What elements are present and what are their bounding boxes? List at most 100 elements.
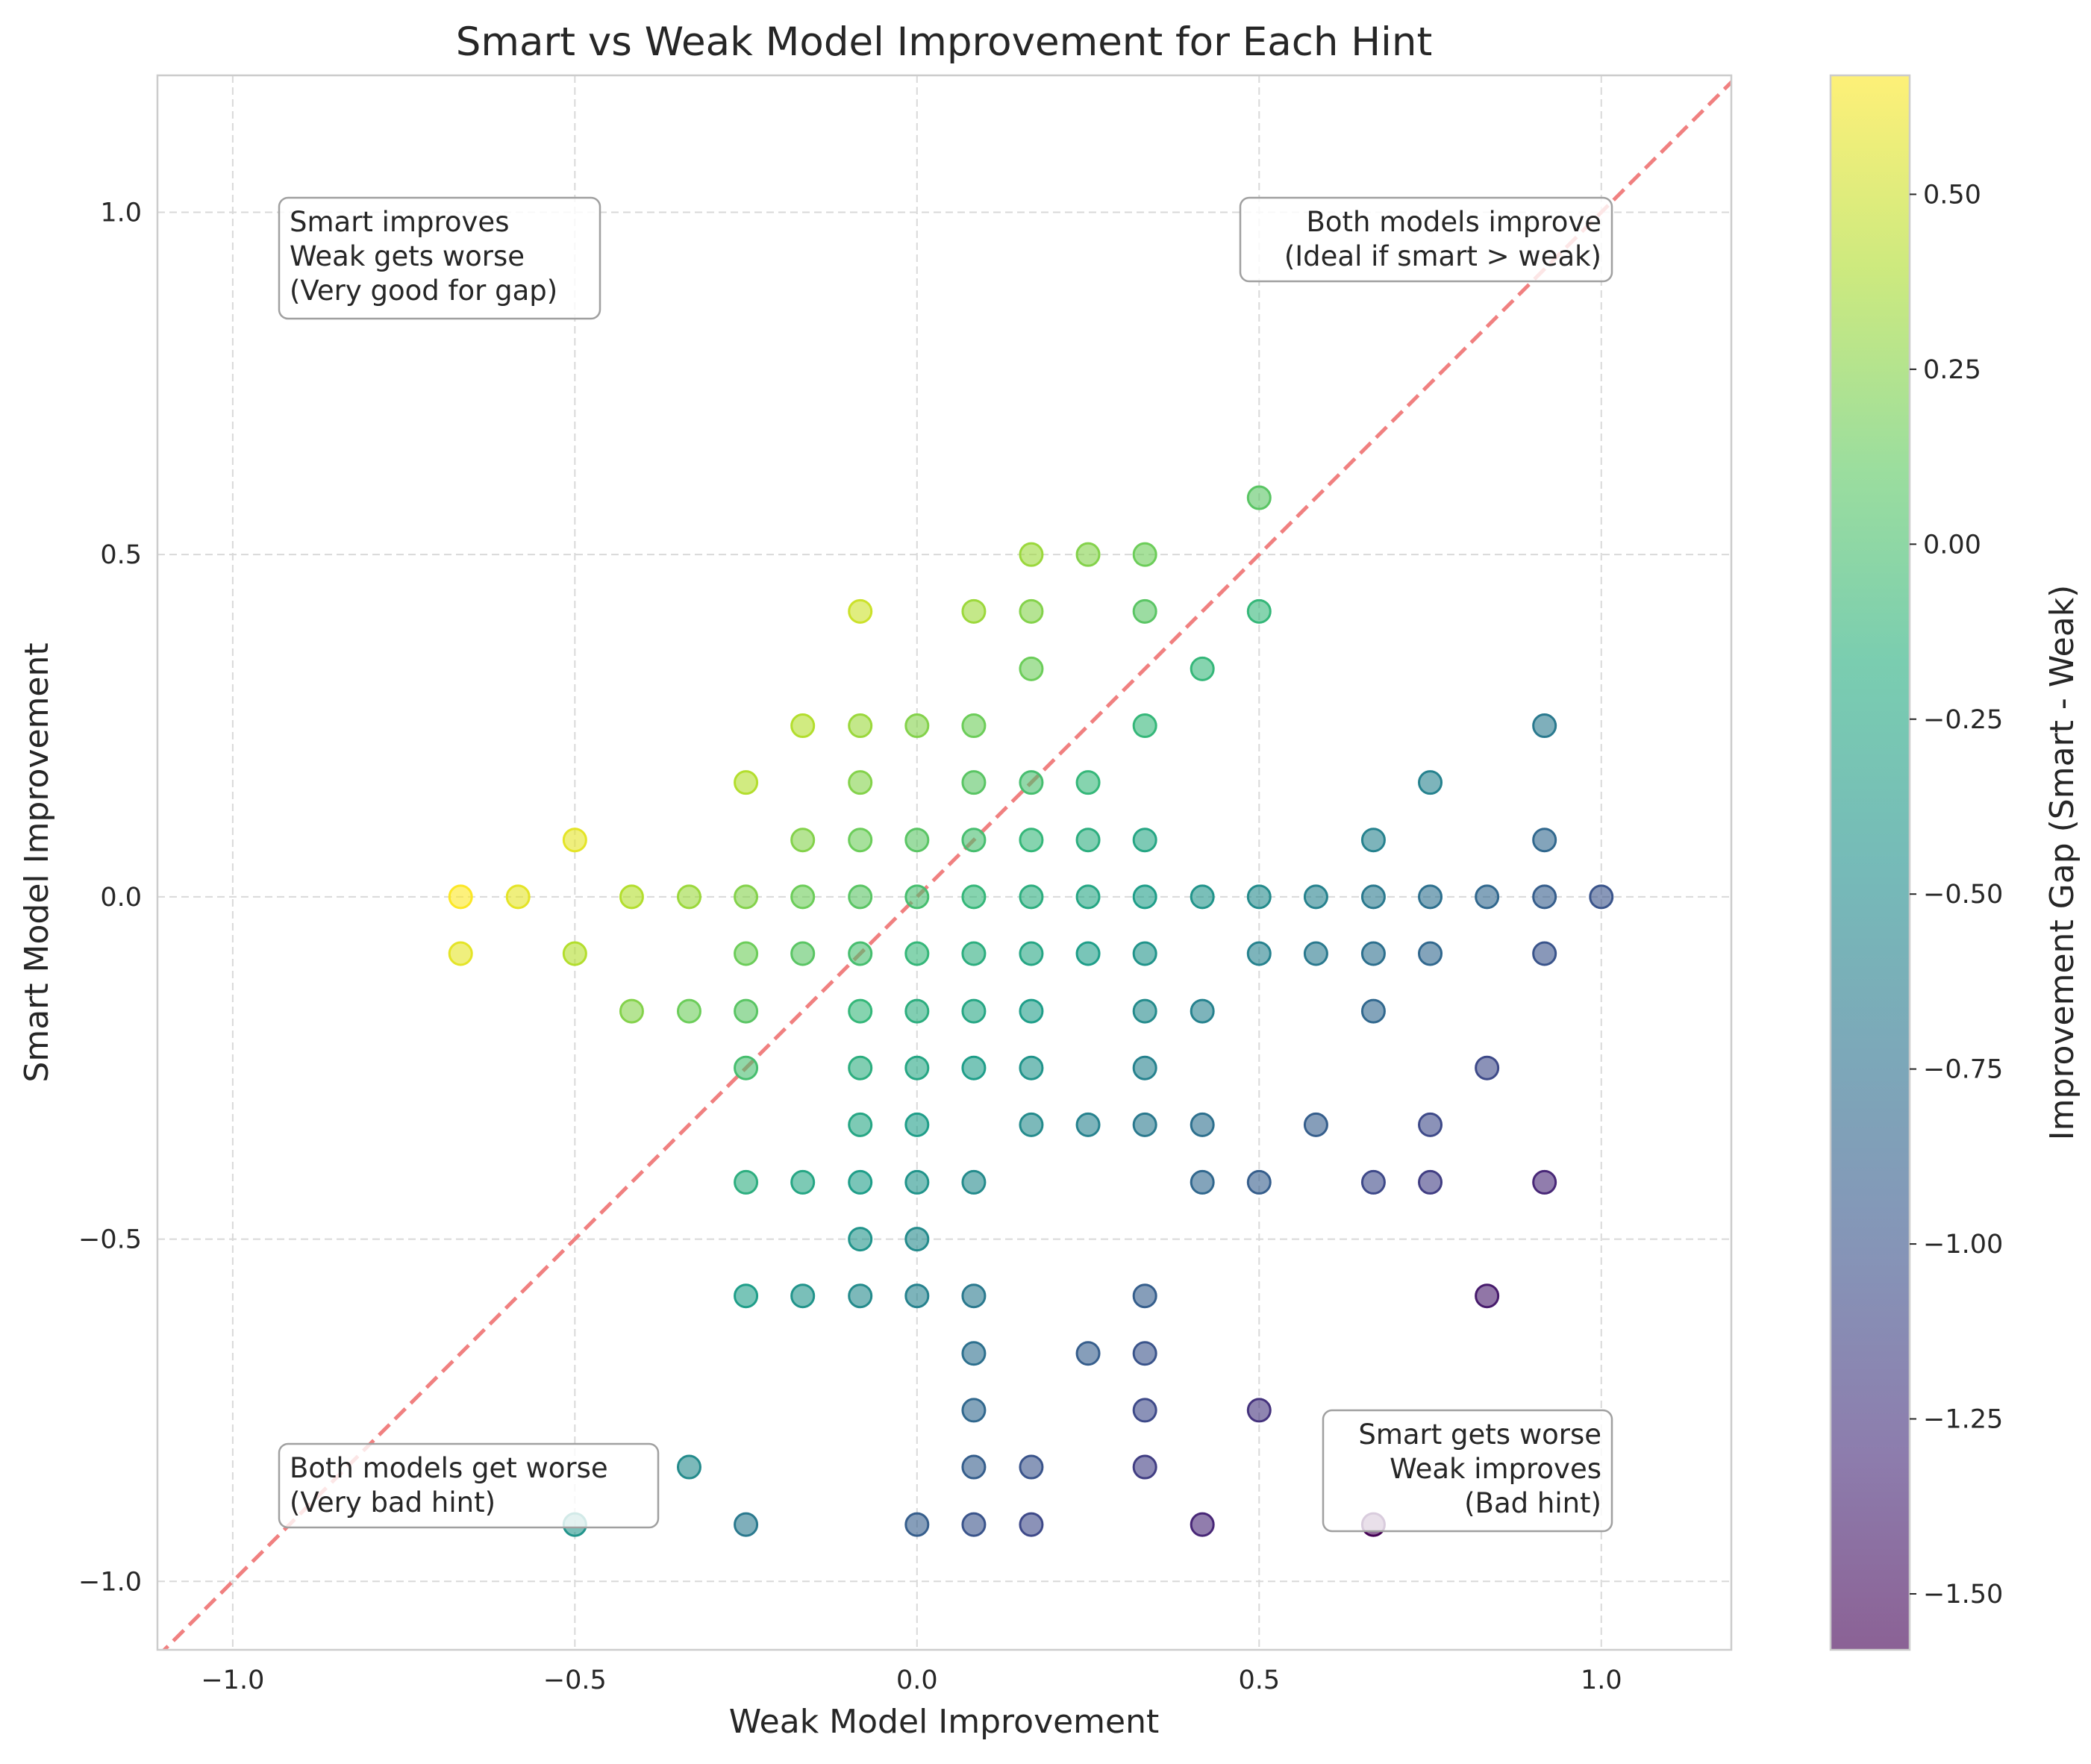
data-point	[904, 884, 930, 910]
data-point	[848, 828, 873, 853]
data-point	[1019, 1055, 1044, 1080]
annotation-line: (Ideal if smart > weak)	[1284, 240, 1601, 272]
y-tick-label: −0.5	[78, 1225, 142, 1255]
data-point	[734, 770, 759, 795]
data-points	[448, 485, 1614, 1537]
data-point	[961, 1341, 987, 1366]
colorbar-tick-label: −1.25	[1923, 1405, 2003, 1435]
data-point	[734, 941, 759, 966]
data-point	[1132, 1055, 1157, 1080]
data-point	[1132, 884, 1157, 910]
y-axis-label: Smart Model Improvement	[18, 642, 56, 1082]
annotation-line: (Very bad hint)	[290, 1486, 496, 1519]
data-point	[562, 828, 587, 853]
annotation-box	[1239, 196, 1613, 283]
y-axis-ticks: −1.0 −0.5 0.0 0.5 1.0	[78, 198, 142, 1597]
data-point	[848, 1227, 873, 1252]
annotation-top-right: Both models improve(Ideal if smart > wea…	[1239, 196, 1613, 283]
data-point	[904, 1112, 930, 1137]
data-point	[619, 884, 644, 910]
data-point	[848, 1169, 873, 1195]
data-point	[848, 998, 873, 1024]
data-point	[1075, 770, 1101, 795]
data-point	[1132, 713, 1157, 739]
data-point	[1019, 941, 1044, 966]
data-point	[734, 1512, 759, 1537]
data-point	[961, 828, 987, 853]
data-point	[734, 1055, 759, 1080]
data-point	[1246, 1398, 1272, 1423]
data-point	[1019, 1112, 1044, 1137]
data-point	[904, 828, 930, 853]
data-point	[1190, 884, 1215, 910]
data-point	[1532, 1169, 1557, 1195]
data-point	[1418, 1112, 1443, 1137]
data-point	[1360, 941, 1386, 966]
data-point	[1132, 1341, 1157, 1366]
data-point	[1190, 998, 1215, 1024]
data-point	[1019, 656, 1044, 681]
data-point	[790, 713, 816, 739]
data-point	[961, 1169, 987, 1195]
data-point	[734, 1283, 759, 1309]
data-point	[1075, 542, 1101, 567]
x-tick-label: −1.0	[201, 1666, 264, 1695]
annotation-line: Smart improves	[290, 206, 509, 238]
data-point	[848, 713, 873, 739]
data-point	[1246, 598, 1272, 624]
data-point	[1532, 828, 1557, 853]
y-tick-label: 0.0	[100, 883, 142, 913]
colorbar-tick-label: 0.00	[1923, 530, 1981, 560]
data-point	[1418, 941, 1443, 966]
annotation-line: (Bad hint)	[1464, 1487, 1601, 1519]
x-axis-ticks: −1.0 −0.5 0.0 0.5 1.0	[201, 1666, 1622, 1695]
data-point	[676, 1454, 701, 1480]
chart-title: Smart vs Weak Model Improvement for Each…	[456, 19, 1433, 65]
data-point	[1360, 828, 1386, 853]
x-tick-label: 0.5	[1238, 1666, 1280, 1695]
data-point	[961, 1454, 987, 1480]
data-point	[1019, 828, 1044, 853]
annotation-box	[1322, 1409, 1613, 1533]
data-point	[848, 1112, 873, 1137]
data-point	[734, 1169, 759, 1195]
colorbar-tick-label: −1.00	[1923, 1230, 2003, 1260]
y-tick-label: 0.5	[100, 540, 142, 570]
data-point	[1475, 1055, 1500, 1080]
data-point	[904, 1512, 930, 1537]
data-point	[1360, 1169, 1386, 1195]
colorbar-ticks: 0.50 0.25 0.00 −0.25 −0.50 −0.75 −1.00 −1.25 −1.…	[1910, 180, 2003, 1610]
data-point	[1019, 884, 1044, 910]
data-point	[1075, 941, 1101, 966]
data-point	[904, 1169, 930, 1195]
data-point	[1132, 598, 1157, 624]
data-point	[1246, 1169, 1272, 1195]
data-point	[1532, 941, 1557, 966]
diagonal-line	[161, 79, 1731, 1650]
colorbar-tick-label: 0.25	[1923, 355, 1981, 385]
data-point	[448, 941, 473, 966]
data-point	[1019, 1512, 1044, 1537]
data-point	[1132, 828, 1157, 853]
data-point	[1132, 542, 1157, 567]
data-point	[904, 713, 930, 739]
annotation-line: (Very good for gap)	[290, 275, 557, 307]
data-point	[790, 828, 816, 853]
data-point	[848, 941, 873, 966]
data-point	[961, 1055, 987, 1080]
data-point	[1360, 884, 1386, 910]
data-point	[961, 1283, 987, 1309]
data-point	[1132, 1398, 1157, 1423]
data-point	[734, 884, 759, 910]
data-point	[1075, 1341, 1101, 1366]
data-point	[1475, 1283, 1500, 1309]
data-point	[961, 770, 987, 795]
data-point	[1589, 884, 1614, 910]
data-point	[1190, 656, 1215, 681]
data-point	[1246, 941, 1272, 966]
data-point	[1019, 598, 1044, 624]
data-point	[848, 884, 873, 910]
